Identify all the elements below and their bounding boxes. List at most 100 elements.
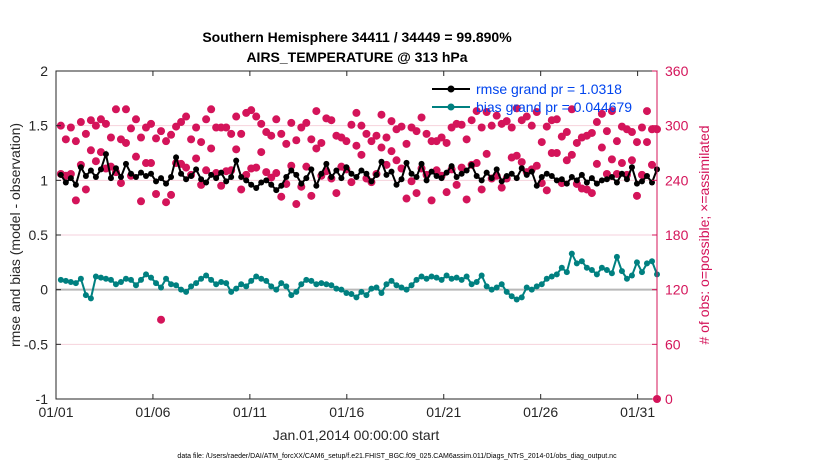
obs-possible-dot [507,123,516,132]
obs-possible-dot [372,131,381,140]
obs-assimilated-dot [432,166,441,175]
obs-possible-marker [66,123,75,132]
rmse-point [353,174,360,181]
rmse-point [523,171,530,178]
obs-possible-marker [307,135,316,144]
obs-assimilated-marker [347,178,356,187]
obs-possible-dot [402,139,411,148]
rmse-point [148,170,155,177]
obs-possible-dot [312,107,321,116]
rmse-point [588,175,595,182]
obs-assimilated-marker [482,149,491,158]
series-layer [56,104,661,403]
bias-point [253,273,260,280]
rmse-point [308,166,315,173]
rmse-point [183,176,190,183]
rmse-point [198,176,205,183]
obs-possible-marker [86,116,95,125]
obs-possible-dot [317,138,326,147]
obs-possible-dot [437,133,446,142]
bias-point [628,272,635,279]
bias-point [373,284,380,291]
obs-possible-marker [302,118,311,127]
y-tick-label-right: 300 [665,118,689,134]
rmse-point [533,182,540,189]
rmse-point [423,177,430,184]
rmse-point [223,178,230,185]
rmse-point [188,172,195,179]
rmse-point [453,174,460,181]
obs-possible-marker [312,107,321,116]
legend: rmse grand pr = 1.0318 bias grand pr = 0.… [432,81,632,115]
rmse-point [193,166,200,173]
obs-possible-marker [397,122,406,131]
rmse-point [378,158,385,165]
obs-possible-dot [232,112,241,121]
obs-assimilated-dot [81,185,90,194]
obs-assimilated-marker [642,138,651,147]
obs-assimilated-dot [607,155,616,164]
obs-possible-marker [367,137,376,146]
obs-possible-marker [467,116,476,125]
bias-point [138,276,145,283]
obs-possible-marker [252,112,261,121]
obs-possible-dot [76,118,85,127]
bias-point [268,283,275,290]
obs-possible-dot [347,120,356,129]
obs-possible-marker [612,137,621,146]
bias-point [428,273,435,280]
bias-point [493,284,500,291]
rmse-point [458,170,465,177]
obs-possible-marker [487,121,496,130]
obs-possible-marker [277,129,286,138]
obs-assimilated-marker [457,163,466,172]
obs-assimilated-marker [587,189,596,198]
obs-possible-dot [192,123,201,132]
rmse-point [243,177,250,184]
rmse-point [608,174,615,181]
obs-possible-marker [387,117,396,126]
bias-point [218,279,225,286]
axes: 01/01 01/06 01/11 01/16 01/21 01/26 01/31 -1 -0.… [24,63,689,420]
obs-assimilated-marker [517,158,526,167]
bias-point [488,286,495,293]
obs-possible-marker [567,105,576,114]
obs-assimilated-dot [162,198,171,207]
obs-assimilated-dot [217,181,226,190]
obs-assimilated-dot [497,183,506,192]
rmse-point [638,178,645,185]
obs-assimilated-marker [542,186,551,195]
obs-possible-marker [267,131,276,140]
bias-point [288,292,295,299]
obs-possible-dot [567,105,576,114]
bias-point [503,288,510,295]
obs-possible-marker [272,115,281,124]
obs-possible-marker [207,105,216,114]
x-tick-label: 01/11 [233,404,267,420]
obs-assimilated-marker [607,155,616,164]
obs-assimilated-dot [592,159,601,168]
obs-possible-dot [152,134,161,143]
obs-possible-marker [462,135,471,144]
bias-point [408,282,415,289]
obs-possible-marker [147,119,156,128]
obs-assimilated-dot [277,192,286,201]
y-tick-label: 0 [40,282,48,298]
obs-possible-dot [387,117,396,126]
rmse-point [303,175,310,182]
x-tick-label: 01/31 [620,404,655,420]
bias-point [473,279,480,286]
bias-point [648,258,655,265]
rmse-point [107,175,114,182]
bias-point [228,288,235,295]
bias-point [463,273,470,280]
obs-possible-dot [282,139,291,148]
obs-assimilated-dot [167,190,176,199]
obs-possible-dot [66,123,75,132]
rmse-point [568,174,575,181]
bias-point [208,276,215,283]
obs-assimilated-dot [207,144,216,153]
obs-possible-dot [422,129,431,138]
bias-point [358,288,365,295]
obs-possible-marker [537,138,546,147]
